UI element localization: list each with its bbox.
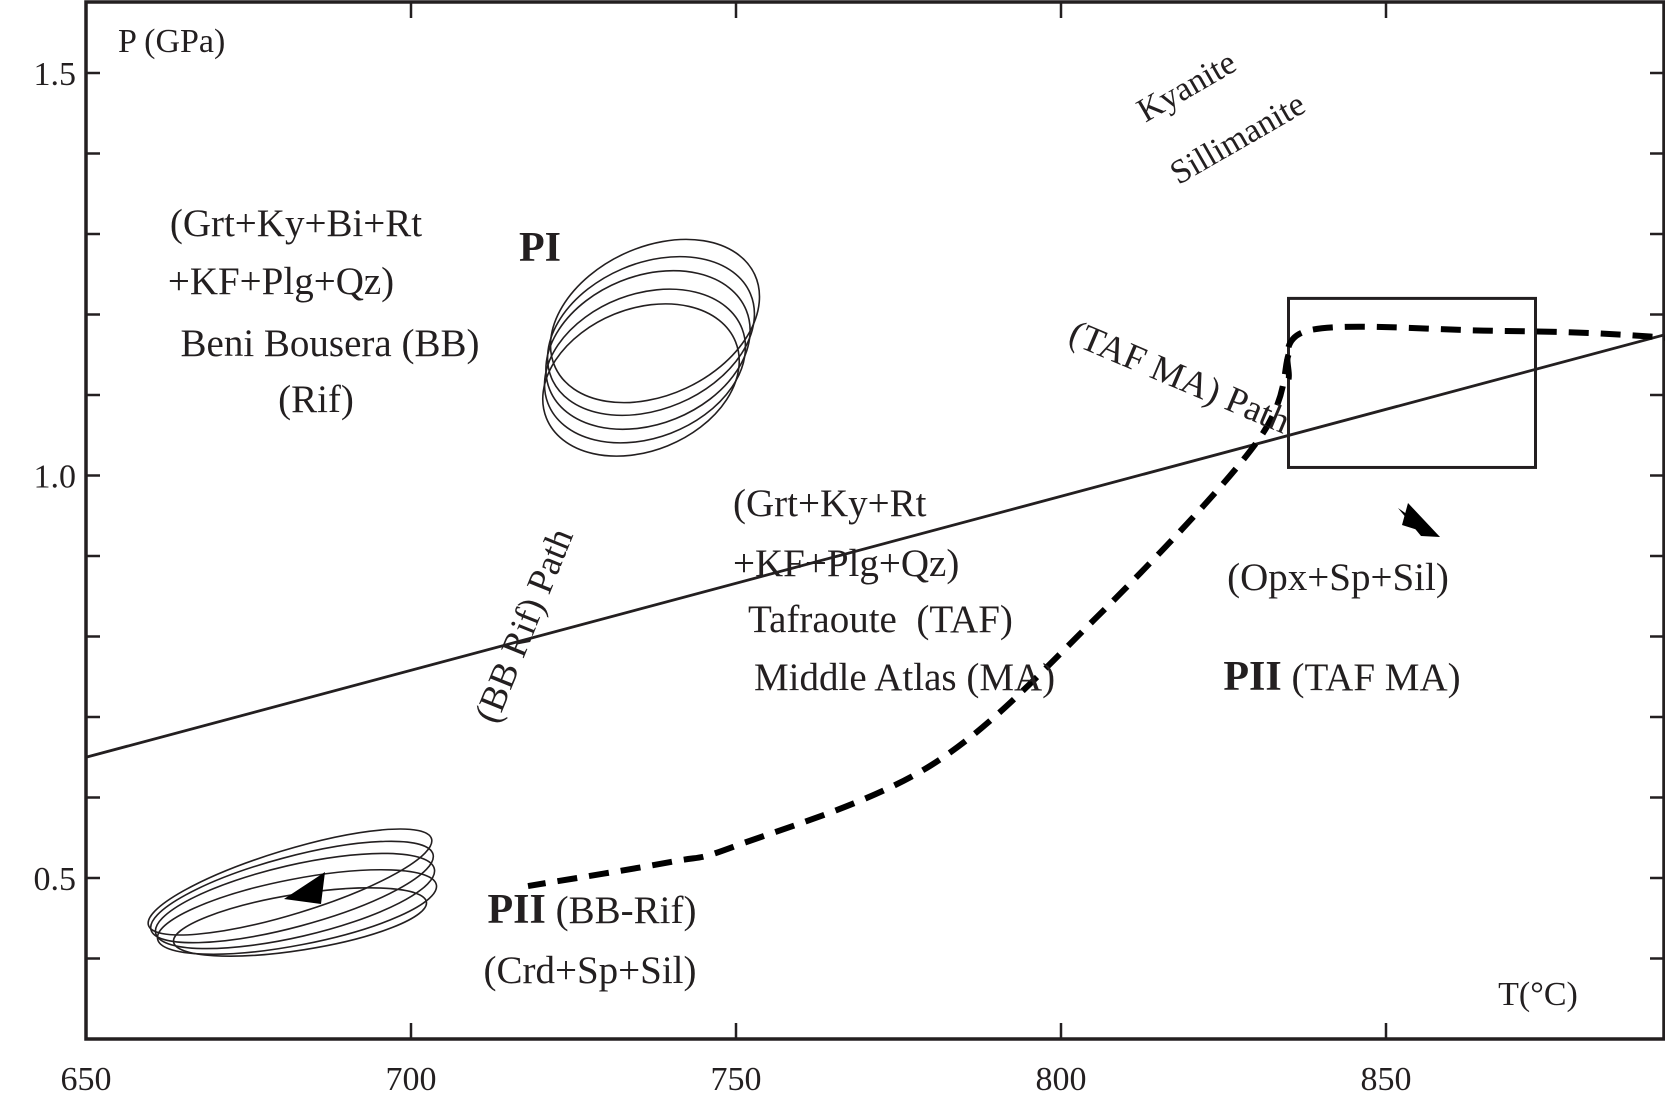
bb-rif-path-curve <box>527 353 1292 890</box>
pii-taf-spacer <box>1282 656 1292 699</box>
x-tick-label: 650 <box>61 1061 112 1097</box>
axis-ticks <box>84 2 1664 1039</box>
pi-ellipse <box>546 255 756 417</box>
x-tick-label: 700 <box>386 1061 437 1097</box>
bb-path-arrowhead <box>284 872 325 904</box>
pii-taf-title: PII (TAF MA) <box>1223 654 1460 700</box>
pi-bb-line-4: (Rif) <box>278 378 354 421</box>
y-tick-labels: 0.5 1.0 1.5 <box>34 56 77 898</box>
y-axis-label: P (GPa) <box>118 23 225 60</box>
bb-rif-path-label: (BB Rif) Path <box>467 522 582 728</box>
taf-ma-path-curve <box>1284 323 1665 381</box>
pii-bb-assemblage: (Crd+Sp+Sil) <box>483 949 696 992</box>
pi-bb-line-2: +KF+Plg+Qz) <box>168 260 394 303</box>
pii-bb-subtitle: (BB-Rif) <box>556 889 697 932</box>
kyanite-label: Kyanite <box>1131 44 1243 130</box>
pii-taf-subtitle: (TAF MA) <box>1291 656 1460 699</box>
pi-ellipse <box>541 303 741 457</box>
x-tick-label: 750 <box>711 1061 762 1097</box>
pii-taf-assemblage: (Opx+Sp+Sil) <box>1227 556 1449 599</box>
plot-frame <box>84 0 1665 1041</box>
pi-ellipse <box>549 238 761 404</box>
y-tick-label: 0.5 <box>34 861 77 898</box>
pii-bb-title: PII (BB-Rif) <box>488 887 697 933</box>
pii-taf-bold: PII <box>1223 654 1281 700</box>
x-tick-label: 850 <box>1361 1061 1412 1097</box>
pi-taf-line-3: Tafraoute (TAF) <box>748 598 1013 641</box>
x-tick-labels: 650700750800850900950100010501100 <box>61 1061 1412 1097</box>
y-tick-label: 1.5 <box>34 56 77 93</box>
kyanite-sillimanite-line <box>85 333 1665 759</box>
x-tick-label: 800 <box>1036 1061 1087 1097</box>
x-axis-label: T(°C) <box>1498 976 1578 1013</box>
pii-bb-ellipse <box>156 868 438 956</box>
pi-taf-line-1: (Grt+Ky+Rt <box>733 482 927 525</box>
taf-path-arrowhead-fill <box>1402 503 1440 537</box>
pi-ellipse-cluster <box>541 238 761 457</box>
pii-bb-spacer <box>546 889 556 932</box>
pi-taf-box <box>1287 296 1537 469</box>
pii-bb-bold: PII <box>488 887 546 933</box>
pii-bb-ellipse <box>154 852 436 950</box>
taf-ma-path-label: (TAF MA) Path <box>1063 313 1296 443</box>
pi-ellipse <box>545 269 751 431</box>
pi-bb-line-3: Beni Bousera (BB) <box>181 322 480 365</box>
pii-bb-ellipse <box>149 840 435 944</box>
pi-taf-line-4: Middle Atlas (MA) <box>754 656 1055 699</box>
pi-ellipse <box>543 288 747 444</box>
pi-label: PI <box>519 225 561 271</box>
pi-taf-line-2: +KF+Plg+Qz) <box>733 542 959 585</box>
pii-bb-ellipse-cluster <box>147 828 438 957</box>
pii-bb-ellipse <box>147 828 433 936</box>
pi-bb-line-1: (Grt+Ky+Bi+Rt <box>170 202 422 245</box>
y-tick-label: 1.0 <box>34 459 77 496</box>
